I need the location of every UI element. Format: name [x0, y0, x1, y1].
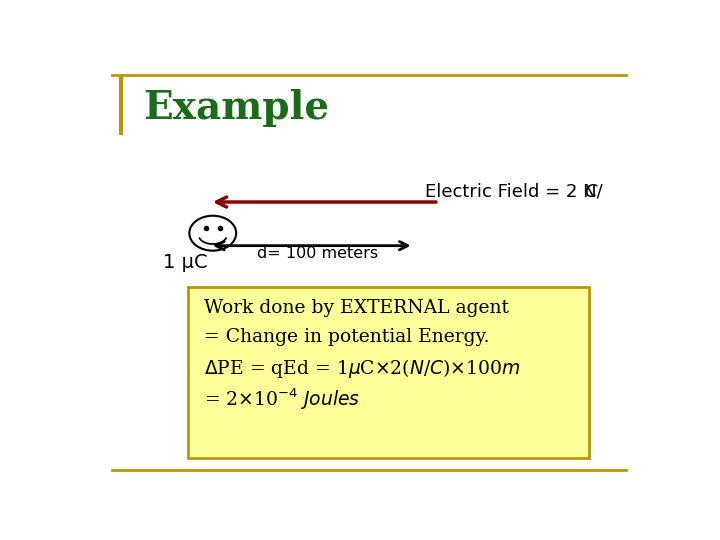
Text: = 2$\times$10$^{-4}$ $\it{Joules}$: = 2$\times$10$^{-4}$ $\it{Joules}$: [204, 387, 361, 412]
Text: d= 100 meters: d= 100 meters: [258, 246, 379, 261]
Text: Electric Field = 2 N/: Electric Field = 2 N/: [425, 183, 603, 201]
FancyBboxPatch shape: [188, 287, 590, 458]
Text: Example: Example: [143, 90, 329, 127]
Text: $\Delta$PE = qEd = 1$\mu$C$\times$2($\it{N/C}$)$\times$100$\it{m}$: $\Delta$PE = qEd = 1$\mu$C$\times$2($\it…: [204, 357, 521, 380]
Text: 1 μC: 1 μC: [163, 253, 207, 272]
Text: Work done by EXTERNAL agent: Work done by EXTERNAL agent: [204, 299, 509, 317]
Text: C: C: [584, 183, 596, 201]
Text: = Change in potential Energy.: = Change in potential Energy.: [204, 328, 490, 346]
